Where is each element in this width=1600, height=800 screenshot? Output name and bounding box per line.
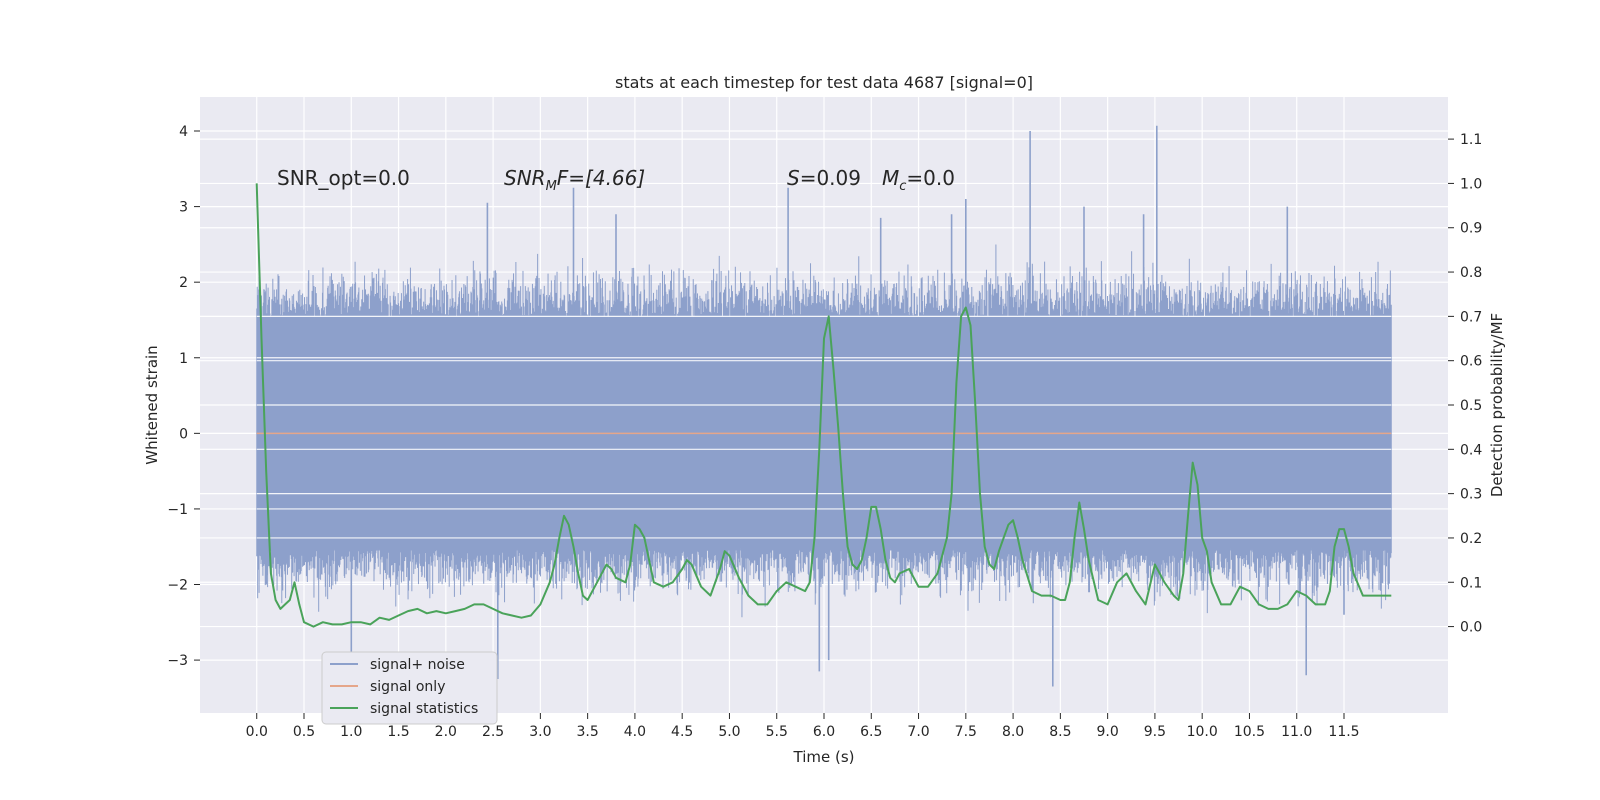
y-left-tick-label-0: 0 xyxy=(179,426,188,442)
x-tick-label-3: 3.0 xyxy=(529,724,551,740)
x-axis-ticks: 0.0 0.5 1.0 1.5 2.0 2.5 3.0 3.5 4.0 4.5 5.0 5.5 6.0 6… xyxy=(246,713,1360,740)
s-symbol: S xyxy=(787,166,800,190)
snr-mf-base: SNR xyxy=(504,166,546,190)
legend-box xyxy=(321,651,498,725)
snr-mf-rest-f: F=[4.66] xyxy=(557,166,645,190)
signal-statistics-line xyxy=(255,183,1392,628)
y-left-tick-label--2: −2 xyxy=(167,578,188,594)
x-tick-label-2.5: 2.5 xyxy=(482,724,504,740)
left-axis-ticks: −3 −2 −1 0 1 2 3 4 xyxy=(167,124,200,669)
y-axis-label-left: Whitened strain xyxy=(143,345,161,464)
y-right-tick-label-0.9: 0.9 xyxy=(1460,221,1482,237)
annotation-snr-mf: SNRMF=[4.66] xyxy=(504,166,645,194)
y-left-tick-label-4: 4 xyxy=(179,124,188,140)
legend: signal+ noise signal only signal statist… xyxy=(321,651,498,725)
s-value: =0.09 xyxy=(800,166,861,190)
y-left-tick-label-3: 3 xyxy=(179,200,188,216)
x-tick-label-11.5: 11.5 xyxy=(1328,724,1359,740)
x-tick-label-11: 11.0 xyxy=(1281,724,1312,740)
x-tick-label-3.5: 3.5 xyxy=(577,724,599,740)
x-tick-label-4: 4.0 xyxy=(624,724,646,740)
x-tick-label-8: 8.0 xyxy=(1002,724,1024,740)
y-right-tick-label-0.3: 0.3 xyxy=(1460,487,1482,503)
annotation-s: S=0.09 xyxy=(787,166,861,190)
x-tick-label-0.5: 0.5 xyxy=(293,724,315,740)
x-tick-label-8.5: 8.5 xyxy=(1049,724,1071,740)
x-tick-label-2: 2.0 xyxy=(435,724,457,740)
x-tick-label-10: 10.0 xyxy=(1187,724,1218,740)
y-right-tick-label-0.7: 0.7 xyxy=(1460,309,1482,325)
x-tick-label-5.5: 5.5 xyxy=(766,724,788,740)
x-tick-label-9.5: 9.5 xyxy=(1144,724,1166,740)
noise-trace xyxy=(256,244,1392,618)
noise-spikes xyxy=(265,125,1345,687)
y-right-tick-label-0.6: 0.6 xyxy=(1460,354,1482,370)
y-left-tick-label--3: −3 xyxy=(167,653,188,669)
legend-label-signal-only: signal only xyxy=(370,679,445,695)
y-left-tick-label-1: 1 xyxy=(179,351,188,367)
x-tick-label-1: 1.0 xyxy=(340,724,362,740)
legend-label-signal-statistics: signal statistics xyxy=(370,701,478,717)
y-left-tick-label-2: 2 xyxy=(179,275,188,291)
y-right-tick-label-0.1: 0.1 xyxy=(1460,575,1482,591)
y-right-tick-label-0: 0.0 xyxy=(1460,620,1482,636)
mc-subscript: c xyxy=(899,179,906,194)
x-tick-label-0: 0.0 xyxy=(246,724,268,740)
y-left-tick-label--1: −1 xyxy=(167,502,188,518)
x-tick-label-9: 9.0 xyxy=(1097,724,1119,740)
snr-mf-subscript: M xyxy=(546,179,557,194)
mc-value: =0.0 xyxy=(906,166,955,190)
x-tick-label-7: 7.0 xyxy=(907,724,929,740)
x-tick-label-1.5: 1.5 xyxy=(387,724,409,740)
y-right-tick-label-1: 1.0 xyxy=(1460,176,1482,192)
y-right-tick-label-1.1: 1.1 xyxy=(1460,132,1482,148)
legend-label-signal-noise: signal+ noise xyxy=(370,657,465,673)
x-tick-label-4.5: 4.5 xyxy=(671,724,693,740)
x-tick-label-5: 5.0 xyxy=(718,724,740,740)
y-right-tick-label-0.2: 0.2 xyxy=(1460,531,1482,547)
y-axis-label-right: Detection probability/MF xyxy=(1488,313,1506,497)
x-axis-label: Time (s) xyxy=(793,748,855,766)
mc-symbol: M xyxy=(882,166,899,190)
y-right-tick-label-0.4: 0.4 xyxy=(1460,442,1482,458)
x-tick-label-7.5: 7.5 xyxy=(955,724,977,740)
x-tick-label-6.5: 6.5 xyxy=(860,724,882,740)
annotation-mc: Mc=0.0 xyxy=(882,166,955,194)
series-signal-statistics xyxy=(255,183,1392,628)
right-axis-ticks: 0.0 0.1 0.2 0.3 0.4 0.5 0.6 0.7 0.8 0.9 1.0 1.1 xyxy=(1448,132,1482,636)
annotation-snr-opt: SNR_opt=0.0 xyxy=(277,166,410,190)
y-right-tick-label-0.8: 0.8 xyxy=(1460,265,1482,281)
x-tick-label-6: 6.0 xyxy=(813,724,835,740)
y-right-tick-label-0.5: 0.5 xyxy=(1460,398,1482,414)
chart-title: stats at each timestep for test data 468… xyxy=(615,73,1033,92)
x-tick-label-10.5: 10.5 xyxy=(1234,724,1265,740)
